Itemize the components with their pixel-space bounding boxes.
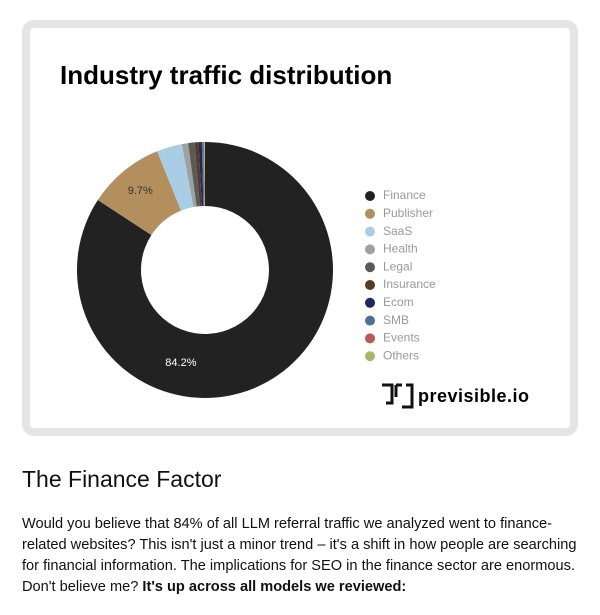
- brand: previsible.io: [418, 386, 530, 406]
- brand-logo: [382, 383, 414, 409]
- legend-swatch: [365, 280, 375, 290]
- chart-title: Industry traffic distribution: [60, 60, 392, 90]
- donut-slice: [188, 142, 200, 207]
- legend-swatch: [365, 191, 375, 201]
- paragraph: Would you believe that 84% of all LLM re…: [22, 514, 582, 598]
- legend-label: Health: [383, 242, 418, 256]
- chart: Industry traffic distribution previsible…: [60, 60, 530, 409]
- donut-slice: [157, 144, 194, 211]
- legend-swatch: [365, 351, 375, 362]
- data-label: 9.7%: [128, 185, 153, 197]
- heading: The Finance Factor: [22, 466, 222, 492]
- legend-swatch: [365, 208, 375, 219]
- chart-card: Industry traffic distribution previsible…: [22, 20, 578, 436]
- donut-slice: [181, 143, 197, 208]
- legend-label: SMB: [383, 313, 409, 327]
- paragraph-bold: It's up across all models we reviewed:: [142, 579, 407, 595]
- legend-label: SaaS: [383, 224, 412, 238]
- data-label: 84.2%: [165, 357, 196, 369]
- legend-swatch: [365, 333, 375, 344]
- legend-label: Publisher: [383, 206, 433, 220]
- legend-swatch: [365, 262, 375, 273]
- legend-label: Insurance: [383, 277, 436, 291]
- paragraph-text: Would you believe that 84% of all LLM re…: [22, 516, 577, 595]
- legend-swatch: [365, 244, 375, 255]
- donut-slice: [77, 142, 333, 398]
- donut-slice: [204, 142, 205, 207]
- legend-swatch: [365, 315, 375, 326]
- legend-label: Finance: [383, 188, 426, 202]
- donut-slice: [97, 151, 182, 236]
- legend-swatch: [365, 226, 375, 237]
- donut-slice: [194, 142, 202, 207]
- donut-slice: [198, 142, 204, 207]
- legend-swatch: [365, 297, 375, 308]
- legend-label: Ecom: [383, 295, 414, 309]
- legend-label: Events: [383, 331, 420, 345]
- donut-slice: [203, 142, 205, 207]
- donut-slice: [201, 142, 205, 207]
- legend-label: Others: [383, 348, 419, 362]
- legend-label: Legal: [383, 259, 412, 273]
